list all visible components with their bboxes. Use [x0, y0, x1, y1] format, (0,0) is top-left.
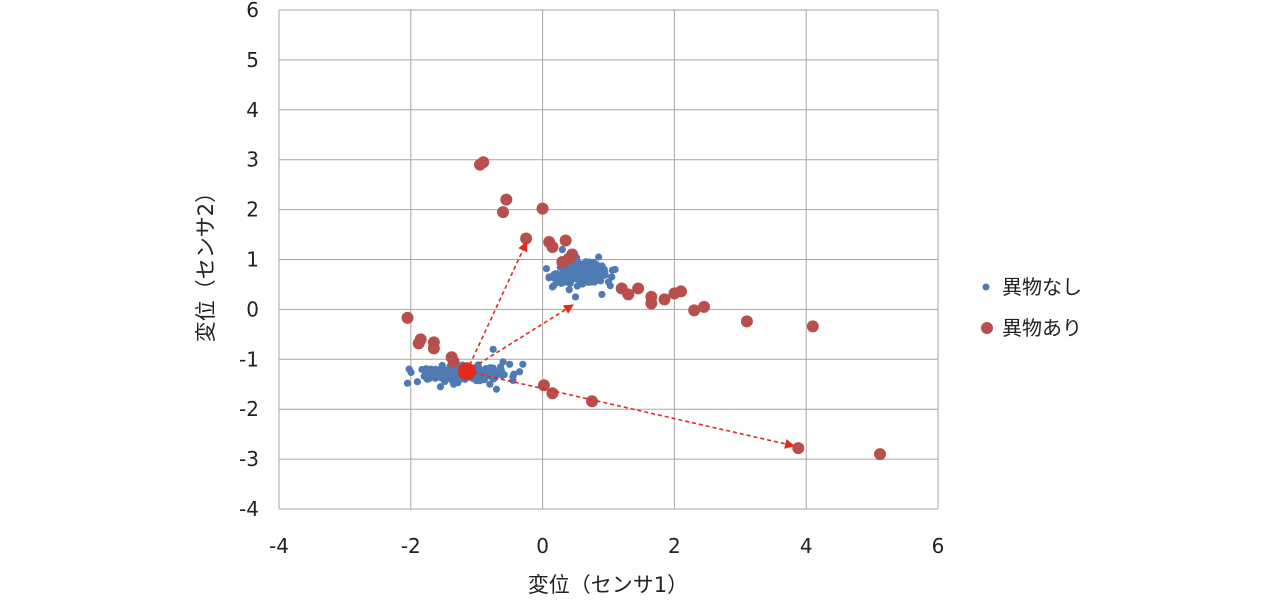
normal-point — [570, 271, 579, 279]
y-tick-label: -4 — [239, 497, 259, 521]
foreign-point — [806, 320, 819, 333]
normal-point — [427, 365, 435, 373]
normal-point — [542, 265, 551, 273]
x-axis-title: 変位（センサ1） — [528, 573, 688, 597]
legend: 異物なし 異物あり — [981, 275, 1082, 340]
normal-point — [571, 293, 580, 301]
normal-point — [436, 383, 445, 391]
foreign-point — [622, 288, 635, 301]
foreign-point — [688, 304, 701, 317]
normal-point — [450, 380, 458, 388]
normal-point — [407, 368, 415, 377]
foreign-point — [447, 355, 460, 368]
normal-point — [423, 375, 431, 383]
x-tick-label: -4 — [269, 534, 289, 558]
foreign-point — [546, 387, 559, 400]
normal-point — [594, 267, 603, 275]
normal-point — [509, 373, 517, 381]
normal-point — [489, 345, 497, 353]
x-tick-label: 0 — [536, 534, 549, 558]
normal-point — [403, 379, 412, 387]
foreign-point — [674, 285, 687, 298]
arrows — [457, 241, 795, 449]
normal-point — [515, 368, 524, 376]
tick-labels: -4 -2 0 2 4 6 -4 -3 -2 -1 0 1 2 3 4 5 6 — [239, 0, 944, 558]
normal-point — [413, 378, 421, 386]
direction-arrow — [466, 370, 795, 449]
normal-point — [554, 273, 563, 281]
foreign-point — [740, 315, 753, 328]
y-tick-label: 2 — [246, 198, 259, 222]
data-points — [401, 156, 887, 461]
normal-point — [587, 269, 596, 278]
legend-marker-foreign — [981, 322, 993, 334]
normal-point — [608, 273, 616, 281]
normal-point — [545, 273, 553, 281]
x-tick-label: -2 — [401, 534, 421, 558]
x-tick-label: 6 — [932, 534, 945, 558]
normal-point — [573, 282, 581, 290]
foreign-point — [500, 193, 513, 206]
normal-point — [519, 360, 527, 368]
foreign-point — [698, 300, 711, 313]
normal-point — [585, 258, 594, 266]
foreign-point — [632, 282, 645, 295]
foreign-point — [536, 202, 549, 215]
gridlines — [278, 9, 939, 510]
normal-point — [506, 360, 514, 368]
highlight-point — [457, 362, 476, 381]
y-tick-label: 5 — [246, 48, 259, 72]
normal-point — [598, 290, 606, 299]
foreign-point — [401, 311, 414, 324]
normal-point — [486, 380, 494, 388]
foreign-point — [546, 241, 559, 254]
foreign-point — [586, 395, 599, 408]
y-tick-label: -2 — [239, 397, 259, 421]
foreign-point — [477, 156, 490, 169]
normal-point — [492, 385, 501, 393]
normal-point — [548, 283, 557, 291]
normal-point — [444, 369, 452, 377]
y-tick-label: 0 — [246, 297, 259, 321]
y-tick-label: 1 — [246, 248, 259, 272]
foreign-point — [537, 379, 550, 392]
normal-point — [611, 265, 619, 274]
x-tick-label: 4 — [800, 534, 813, 558]
normal-point — [490, 368, 498, 376]
y-tick-label: -1 — [239, 347, 259, 371]
foreign-point — [658, 293, 671, 306]
normal-point — [433, 371, 441, 379]
normal-point — [499, 358, 507, 366]
y-tick-label: 6 — [246, 0, 259, 22]
foreign-point — [427, 342, 440, 355]
foreign-point — [520, 232, 533, 245]
y-tick-label: -3 — [239, 447, 259, 471]
foreign-point — [874, 448, 887, 461]
y-tick-label: 4 — [246, 98, 259, 122]
foreign-point — [645, 297, 658, 310]
foreign-point — [556, 255, 569, 268]
legend-label-foreign: 異物あり — [1002, 316, 1082, 340]
normal-point — [479, 370, 488, 378]
legend-marker-normal — [982, 283, 990, 291]
y-axis-title: 変位（センサ2） — [194, 182, 218, 342]
direction-arrow — [466, 241, 528, 372]
foreign-point — [497, 206, 510, 219]
normal-point — [590, 278, 599, 286]
normal-point — [418, 365, 426, 374]
legend-label-normal: 異物なし — [1002, 275, 1082, 299]
normal-point — [557, 279, 565, 287]
normal-point — [558, 245, 566, 254]
normal-point — [452, 374, 461, 382]
normal-point — [565, 286, 573, 294]
foreign-point — [412, 337, 425, 350]
normal-point — [595, 253, 603, 261]
foreign-point — [559, 234, 572, 247]
y-tick-label: 3 — [246, 148, 259, 172]
x-tick-label: 2 — [668, 534, 681, 558]
normal-point — [583, 278, 592, 286]
foreign-point — [792, 442, 805, 455]
